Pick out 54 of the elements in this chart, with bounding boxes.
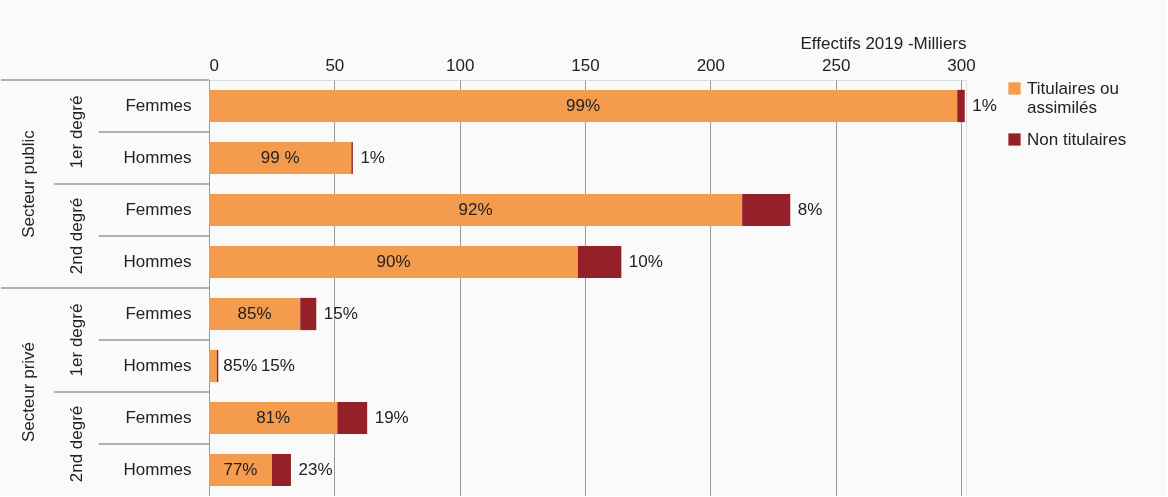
text: 1er degré <box>67 95 86 169</box>
bar <box>209 141 352 175</box>
x-tick-label: 300 <box>947 55 976 75</box>
x-axis-title: Effectifs 2019 -Milliers <box>800 33 967 53</box>
y-tick-label: Hommes <box>123 460 192 479</box>
text: Secteur privé <box>19 341 38 443</box>
bar <box>209 297 301 331</box>
y-tick-label: Femmes <box>125 96 192 115</box>
x-tick-label: 200 <box>696 55 726 75</box>
annotation: 10% <box>628 252 663 271</box>
annotation: 19% <box>374 408 409 427</box>
bar <box>209 453 272 487</box>
bar <box>209 401 338 435</box>
annotation: 15% <box>323 304 358 323</box>
y-tick-label: Hommes <box>123 148 192 167</box>
bar <box>577 245 622 279</box>
text: 1% <box>972 96 997 115</box>
annotation: 99 % <box>260 148 300 167</box>
text: Secteur public <box>19 129 38 238</box>
y-tick-label: Femmes <box>125 200 192 219</box>
bar <box>271 453 291 487</box>
annotation: 1% <box>360 148 385 167</box>
annotation: 85% <box>237 304 272 323</box>
annotation: 99% <box>566 96 601 115</box>
legend-label: Non titulaires <box>1027 129 1127 149</box>
bar <box>337 401 368 435</box>
y-tick-label: Femmes <box>125 408 192 427</box>
text: 2nd degré <box>67 405 86 483</box>
annotation: 77% <box>223 460 258 479</box>
bar <box>209 349 217 383</box>
x-tick-label: 100 <box>445 55 475 75</box>
annotation: 23% <box>298 460 333 479</box>
y-tick-label: Hommes <box>123 252 192 271</box>
bar <box>742 193 791 227</box>
text: 2nd degré <box>67 197 86 275</box>
annotation: 90% <box>376 252 411 271</box>
x-tick-label: 50 <box>325 55 345 75</box>
annotation: 15% <box>260 356 295 375</box>
annotation: 8% <box>797 200 823 219</box>
y-tick-label: Femmes <box>125 304 192 323</box>
bar <box>209 193 743 227</box>
bar <box>300 297 317 331</box>
legend-label: Titulaires ou assimilés <box>1027 78 1119 117</box>
annotation: 85% <box>223 356 258 375</box>
x-tick-label: 150 <box>571 55 600 75</box>
x-tick-label: 250 <box>821 55 851 75</box>
bar <box>209 89 958 123</box>
bar <box>957 89 965 123</box>
annotation: 81% <box>256 408 291 427</box>
text: 1er degré <box>67 303 86 377</box>
annotation: 92% <box>458 200 493 219</box>
y-tick-label: Hommes <box>123 356 192 375</box>
x-tick-label: 0 <box>209 55 219 75</box>
bar <box>209 245 578 279</box>
